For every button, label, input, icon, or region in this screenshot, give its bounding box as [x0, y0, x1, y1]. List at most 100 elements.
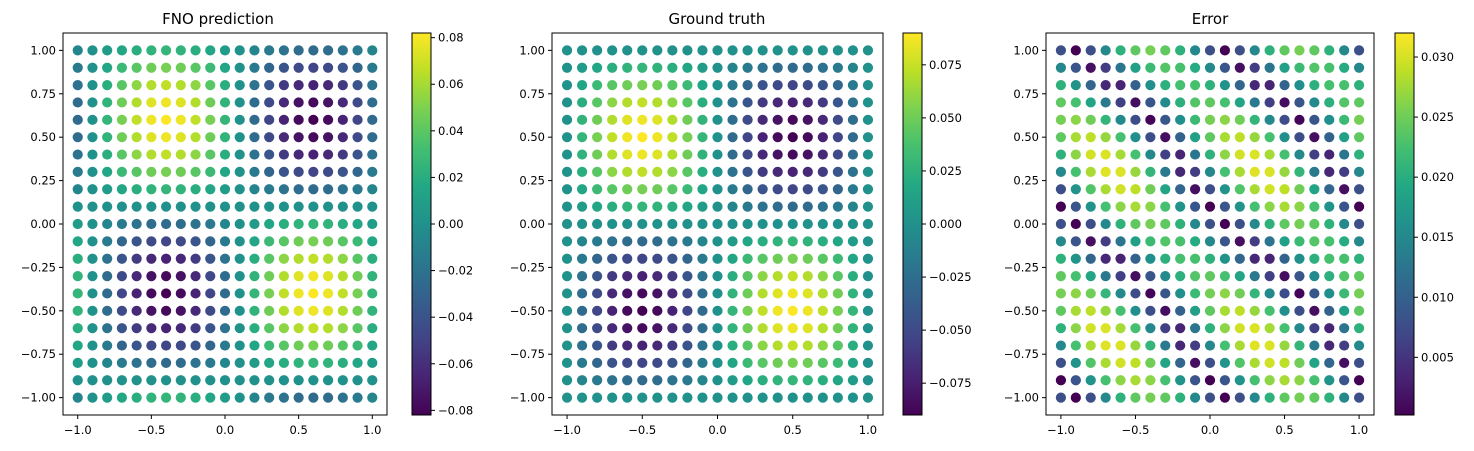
scatter-point — [87, 236, 98, 247]
scatter-point — [697, 149, 708, 160]
scatter-point — [817, 166, 828, 178]
scatter-point — [637, 357, 648, 369]
scatter-point — [772, 375, 783, 386]
scatter-point — [102, 201, 113, 212]
scatter-point — [322, 149, 334, 160]
scatter-point — [131, 270, 142, 282]
scatter-point — [772, 253, 783, 264]
scatter-point — [652, 166, 663, 178]
scatter-point — [87, 288, 98, 299]
scatter-point — [1234, 184, 1245, 195]
scatter-point — [832, 201, 843, 212]
scatter-point — [652, 323, 663, 334]
scatter-point — [1279, 97, 1290, 108]
scatter-point — [862, 340, 874, 351]
scatter-point — [592, 236, 603, 247]
scatter-point — [1115, 166, 1126, 178]
scatter-point — [772, 79, 783, 91]
scatter-point — [712, 375, 723, 386]
scatter-point — [592, 132, 603, 143]
scatter-point — [1070, 149, 1081, 160]
scatter-point — [72, 218, 83, 230]
scatter-point — [682, 114, 693, 125]
x-axis: −1.0 −0.5 0.0 0.5 1.0 — [553, 415, 877, 437]
scatter-point — [146, 357, 157, 369]
scatter-point — [1339, 323, 1350, 334]
scatter-point — [667, 97, 678, 108]
scatter-point — [1100, 357, 1111, 369]
scatter-point — [146, 375, 157, 386]
y-tick-label: −0.25 — [21, 260, 56, 274]
scatter-point — [308, 270, 319, 282]
scatter-point — [308, 132, 319, 143]
scatter-point — [697, 201, 708, 212]
scatter-point — [146, 201, 157, 212]
scatter-point — [1130, 218, 1141, 230]
scatter-point — [847, 392, 859, 403]
scatter-point — [102, 45, 113, 56]
scatter-point — [234, 270, 245, 282]
scatter-point — [592, 357, 603, 369]
scatter-point — [862, 375, 874, 386]
scatter-point — [146, 323, 157, 334]
scatter-point — [847, 305, 859, 316]
scatter-point — [308, 392, 319, 403]
scatter-point — [1219, 166, 1231, 178]
scatter-point — [607, 392, 618, 403]
scatter-point — [787, 166, 798, 178]
scatter-point — [1249, 201, 1260, 212]
scatter-point — [116, 288, 128, 299]
scatter-point — [1130, 253, 1141, 264]
scatter-point — [1085, 305, 1096, 316]
scatter-point — [1204, 375, 1216, 386]
scatter-point — [1100, 323, 1111, 334]
scatter-point — [727, 201, 738, 212]
scatter-point — [1279, 132, 1290, 143]
scatter-point — [1279, 79, 1290, 91]
scatter-point — [308, 166, 319, 178]
scatter-point — [234, 79, 245, 91]
scatter-point — [337, 288, 348, 299]
scatter-point — [622, 45, 633, 56]
scatter-point — [190, 166, 201, 178]
scatter-point — [1115, 392, 1126, 403]
scatter-point — [219, 340, 231, 351]
scatter-point — [146, 97, 157, 108]
scatter-point — [322, 62, 334, 73]
scatter-point — [757, 149, 768, 160]
scatter-point — [712, 392, 723, 403]
scatter-point — [576, 357, 588, 369]
scatter-point — [787, 340, 798, 351]
scatter-point — [278, 45, 290, 56]
scatter-point — [249, 288, 260, 299]
scatter-point — [102, 184, 113, 195]
scatter-point — [1264, 218, 1275, 230]
scatter-point — [1115, 218, 1126, 230]
scatter-point — [116, 62, 128, 73]
scatter-point — [219, 166, 231, 178]
scatter-point — [592, 340, 603, 351]
scatter-point — [293, 392, 304, 403]
x-tick-label: 0.5 — [1275, 423, 1293, 437]
scatter-point — [1189, 201, 1201, 212]
scatter-point — [146, 166, 157, 178]
scatter-point — [607, 288, 618, 299]
scatter-point — [667, 132, 678, 143]
scatter-point — [1353, 375, 1365, 386]
scatter-point — [1353, 62, 1365, 73]
scatter-point — [607, 114, 618, 125]
scatter-point — [322, 375, 334, 386]
scatter-point — [1160, 114, 1171, 125]
scatter-point — [1100, 114, 1111, 125]
colorbar-tick-label: 0.025 — [1421, 110, 1454, 124]
scatter-point — [72, 236, 83, 247]
scatter-point — [1234, 166, 1245, 178]
scatter-point — [322, 201, 334, 212]
scatter-point — [1249, 132, 1260, 143]
scatter-point — [1339, 201, 1350, 212]
scatter-point — [652, 357, 663, 369]
scatter-point — [667, 79, 678, 91]
scatter-point — [652, 132, 663, 143]
scatter-point — [862, 218, 874, 230]
scatter-point — [1204, 45, 1216, 56]
